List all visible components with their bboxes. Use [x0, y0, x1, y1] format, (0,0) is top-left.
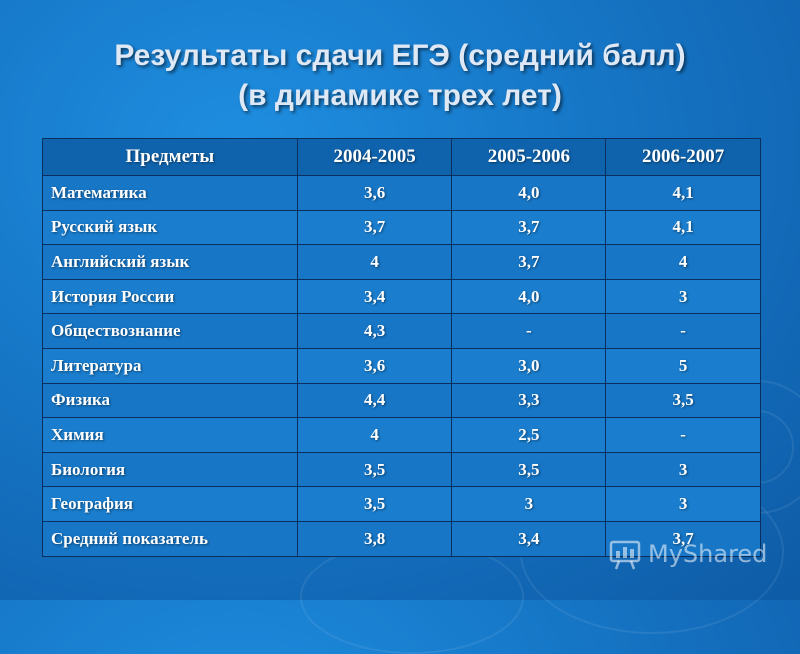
- table-row-average: Средний показатель 3,8 3,4 3,7: [42, 520, 761, 557]
- table-row: Биология 3,5 3,5 3: [42, 451, 761, 488]
- table-row: Английский язык 4 3,7 4: [42, 244, 761, 280]
- table-row: Литература 3,6 3,0 5: [42, 347, 761, 384]
- subject-cell: Химия: [42, 417, 298, 453]
- score-cell: 3,3: [451, 382, 607, 419]
- column-header-subjects: Предметы: [42, 138, 298, 176]
- subject-cell: Математика: [42, 175, 298, 211]
- score-cell: 3,7: [296, 209, 453, 246]
- score-cell: 3,7: [451, 244, 607, 280]
- watermark: MyShared: [608, 534, 767, 574]
- title-line-1: Результаты сдачи ЕГЭ (средний балл): [114, 39, 686, 72]
- score-cell: 3: [605, 451, 761, 488]
- subject-cell: Обществознание: [42, 313, 298, 349]
- score-cell: 4: [296, 417, 453, 453]
- score-cell: 3: [451, 486, 607, 522]
- score-cell: 5: [605, 347, 761, 384]
- score-cell: 3,0: [451, 347, 607, 384]
- title-line-2: (в динамике трех лет): [238, 79, 562, 112]
- score-cell: 4: [605, 244, 761, 280]
- score-cell: 3,5: [296, 451, 453, 488]
- column-header-year: 2005-2006: [451, 138, 607, 176]
- subject-cell: Литература: [42, 347, 298, 384]
- score-cell: -: [605, 417, 761, 453]
- score-cell: 3: [605, 278, 761, 315]
- score-cell: 3,5: [296, 486, 453, 522]
- background-ripple: [300, 540, 524, 654]
- score-cell: 3,6: [296, 347, 453, 384]
- watermark-text: MyShared: [648, 540, 768, 568]
- table-row: Обществознание 4,3 - -: [42, 313, 761, 349]
- score-cell: -: [451, 313, 607, 349]
- table-row: География 3,5 3 3: [42, 486, 761, 522]
- score-cell: 4,1: [605, 175, 761, 211]
- header-row: Предметы 2004-2005 2005-2006 2006-2007: [42, 138, 761, 176]
- score-cell: 3,4: [296, 278, 453, 315]
- results-table: Предметы 2004-2005 2005-2006 2006-2007 М…: [42, 138, 761, 557]
- column-header-year: 2006-2007: [605, 138, 761, 176]
- presentation-board-icon: [608, 537, 642, 571]
- score-cell: 4,0: [451, 278, 607, 315]
- score-cell: 4: [296, 244, 453, 280]
- subject-cell: Физика: [42, 382, 298, 419]
- column-header-year: 2004-2005: [296, 138, 453, 176]
- subject-cell: География: [42, 486, 298, 522]
- score-cell: 2,5: [451, 417, 607, 453]
- subject-cell: Биология: [42, 451, 298, 488]
- table-row: Русский язык 3,7 3,7 4,1: [42, 209, 761, 246]
- slide-title: Результаты сдачи ЕГЭ (средний балл) (в д…: [0, 36, 800, 116]
- score-cell: 3,4: [451, 520, 607, 557]
- subject-cell: Средний показатель: [42, 520, 298, 557]
- score-cell: 3,5: [605, 382, 761, 419]
- table-row: Физика 4,4 3,3 3,5: [42, 382, 761, 419]
- table-row: История России 3,4 4,0 3: [42, 278, 761, 315]
- subject-cell: История России: [42, 278, 298, 315]
- score-cell: 3,8: [296, 520, 453, 557]
- score-cell: 3,5: [451, 451, 607, 488]
- table-row: Химия 4 2,5 -: [42, 417, 761, 453]
- score-cell: -: [605, 313, 761, 349]
- score-cell: 4,4: [296, 382, 453, 419]
- score-cell: 4,1: [605, 209, 761, 246]
- score-cell: 4,3: [296, 313, 453, 349]
- subject-cell: Русский язык: [42, 209, 298, 246]
- table-row: Математика 3,6 4,0 4,1: [42, 175, 761, 211]
- score-cell: 3,6: [296, 175, 453, 211]
- score-cell: 4,0: [451, 175, 607, 211]
- score-cell: 3: [605, 486, 761, 522]
- subject-cell: Английский язык: [42, 244, 298, 280]
- score-cell: 3,7: [451, 209, 607, 246]
